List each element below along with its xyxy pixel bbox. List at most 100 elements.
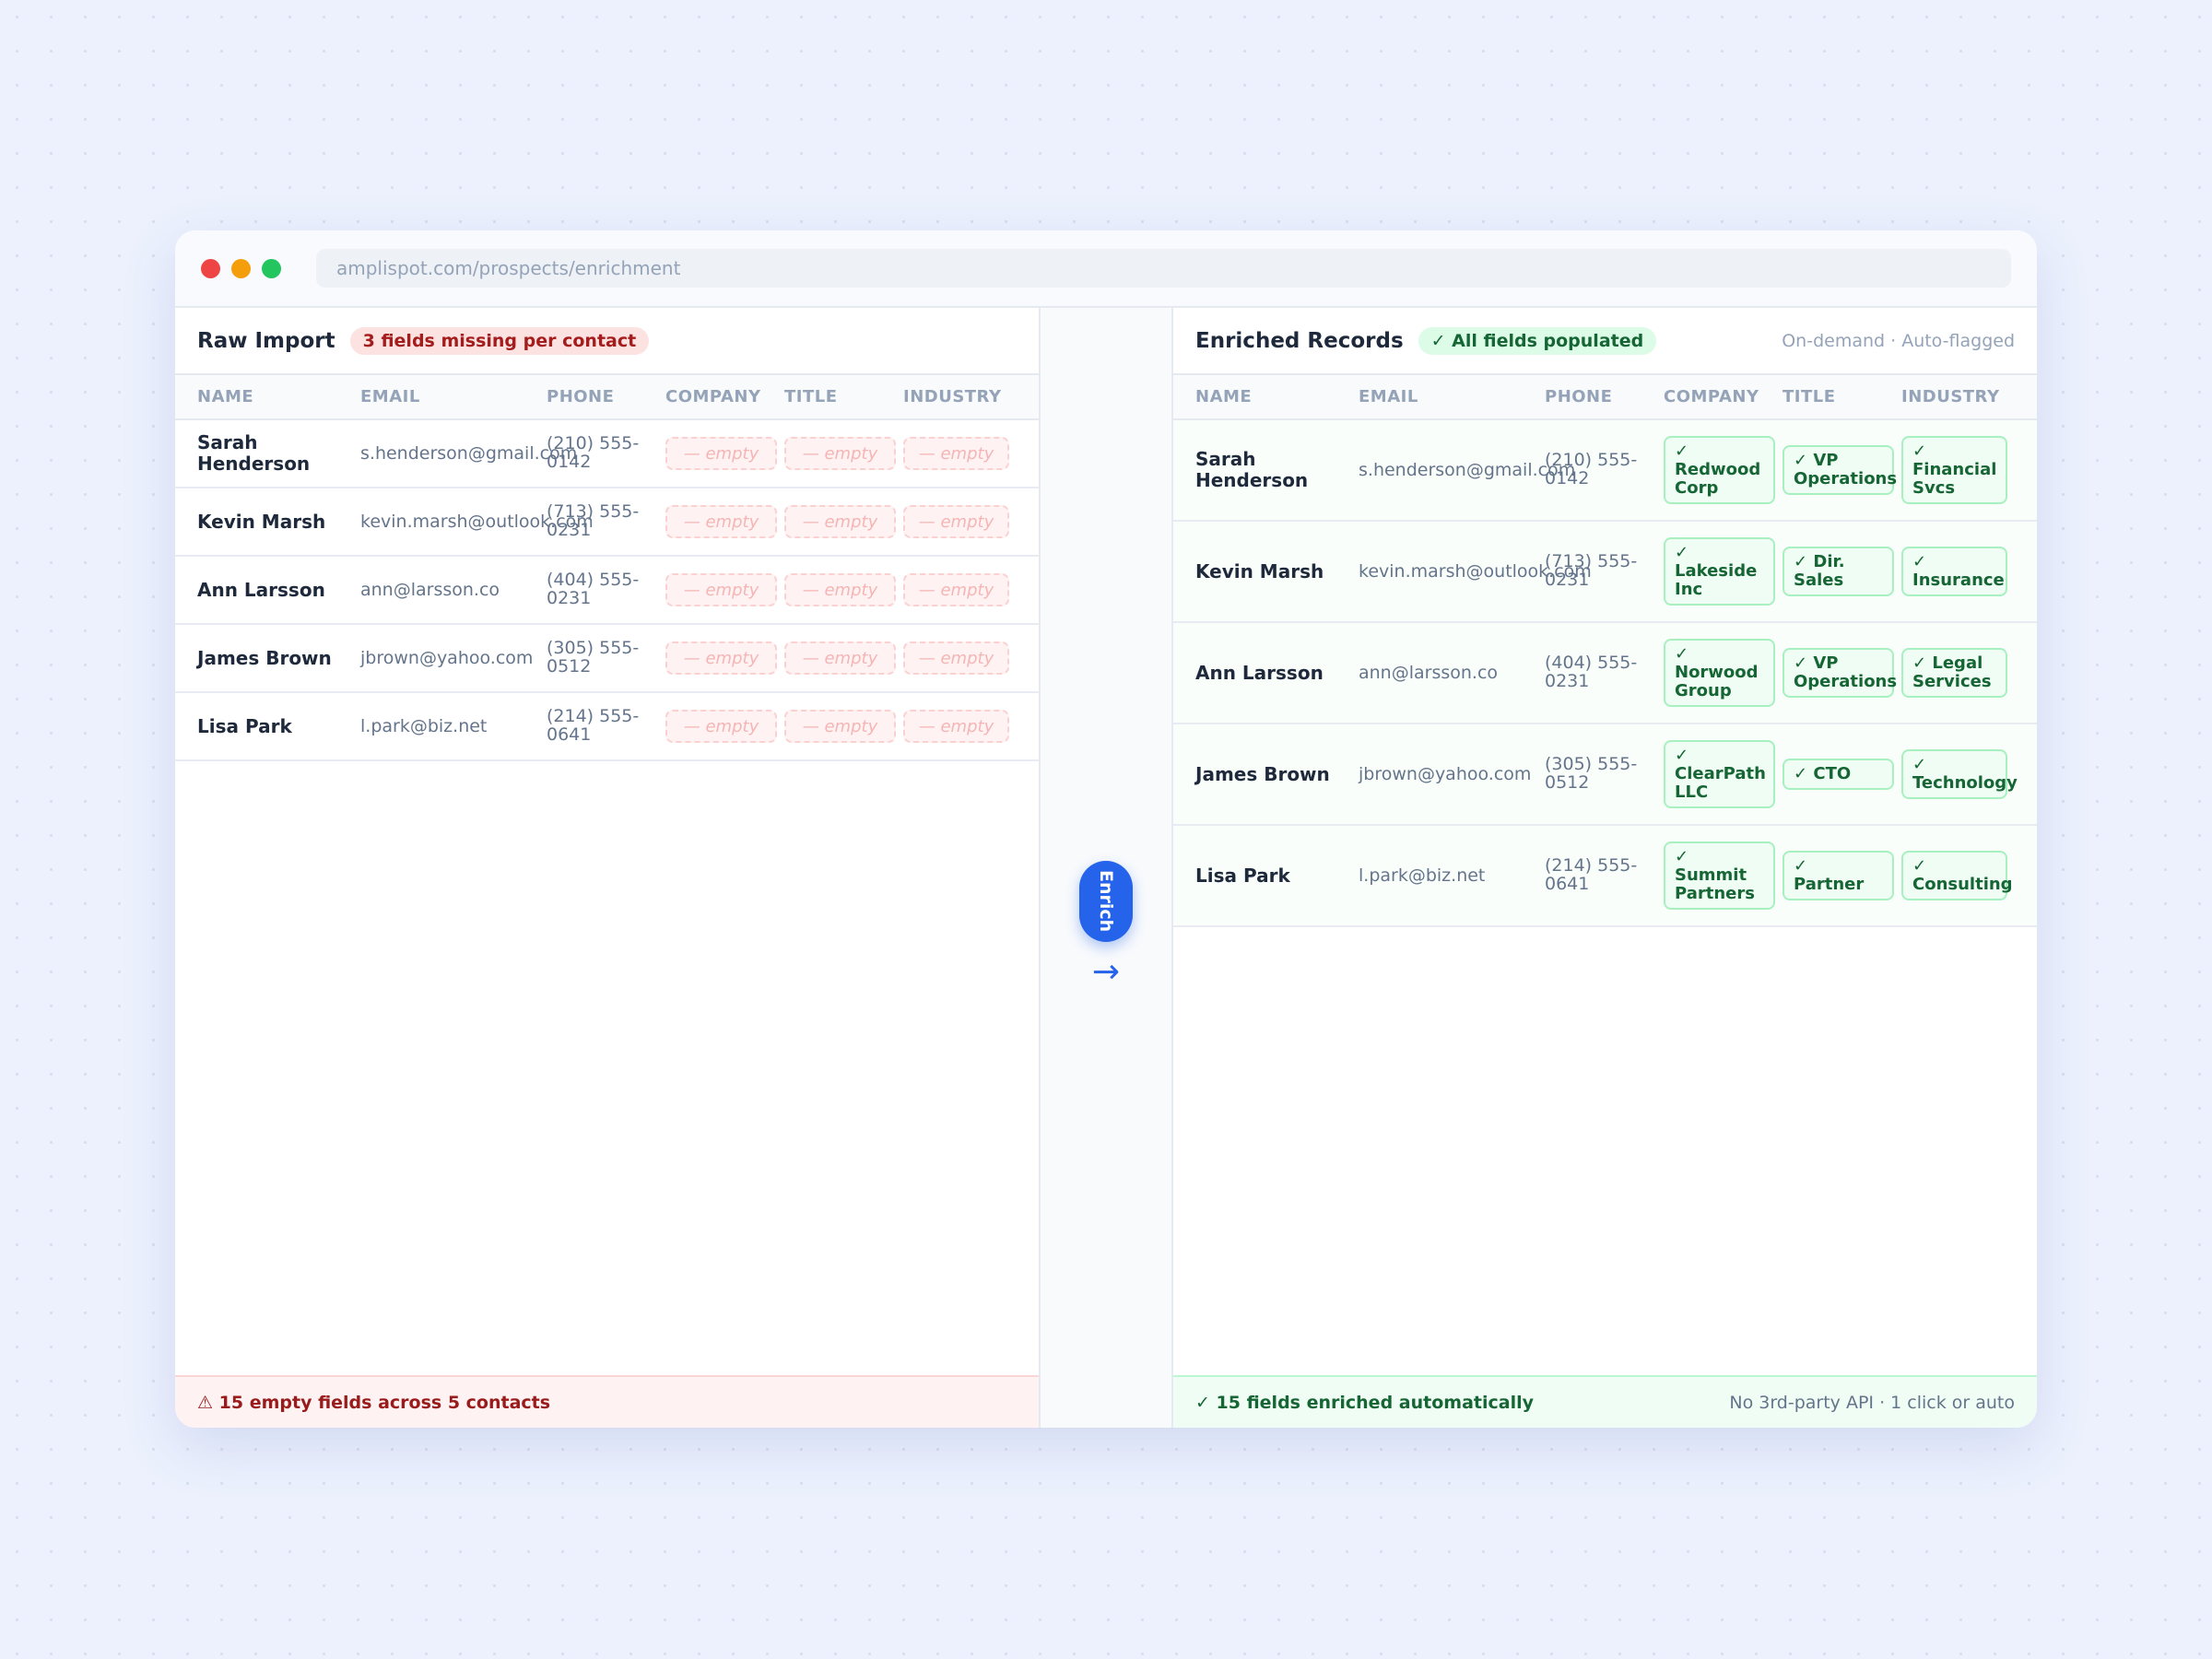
enriched-chip: ✓ Summit Partners bbox=[1664, 841, 1775, 910]
contact-phone: (305) 555-0512 bbox=[547, 638, 640, 677]
chip-value: Financial Svcs bbox=[1912, 460, 1997, 498]
enriched-chip: ✓ CTO bbox=[1783, 759, 1894, 790]
contact-email: l.park@biz.net bbox=[1359, 865, 1486, 886]
title-bar: amplispot.com/prospects/enrichment bbox=[175, 230, 2037, 308]
footer-text: ✓ 15 fields enriched automatically bbox=[1195, 1392, 1534, 1413]
empty-field: — empty bbox=[903, 437, 1009, 470]
empty-field: — empty bbox=[665, 710, 777, 743]
panel-header: Raw Import 3 fields missing per contact bbox=[175, 308, 1039, 375]
contact-name: Lisa Park bbox=[197, 714, 292, 737]
action-column: Enrich → bbox=[1039, 308, 1173, 1428]
empty-field: — empty bbox=[665, 437, 777, 470]
chip-value: ClearPath LLC bbox=[1675, 764, 1766, 802]
panel-header: Enriched Records ✓ All fields populated … bbox=[1173, 308, 2037, 375]
check-mark: ✓ bbox=[1675, 847, 1689, 867]
empty-field: — empty bbox=[665, 505, 777, 538]
check-mark: ✓ bbox=[1912, 552, 1927, 572]
panel-title: Enriched Records bbox=[1195, 328, 1404, 353]
arrow: → bbox=[1091, 953, 1121, 991]
contact-email: s.henderson@gmail.com bbox=[360, 443, 578, 464]
check-mark: ✓ bbox=[1794, 653, 1808, 674]
enriched-rows: Sarah Henderson s.henderson@gmail.com (210… bbox=[1173, 420, 2037, 927]
empty-field: — empty bbox=[784, 505, 896, 538]
contact-row: Lisa Park l.park@biz.net (214) 555-0641 — e… bbox=[175, 693, 1039, 761]
enriched-chip: ✓ Legal Services bbox=[1901, 648, 2007, 698]
empty-field: — empty bbox=[784, 573, 896, 606]
column-label: COMPANY bbox=[1664, 387, 1759, 406]
check-mark: ✓ bbox=[1912, 856, 1927, 877]
contact-phone: (713) 555-0231 bbox=[1545, 551, 1638, 590]
enriched-chip: ✓ Norwood Group bbox=[1664, 639, 1775, 707]
empty-field: — empty bbox=[784, 710, 896, 743]
missing-badge: 3 fields missing per contact bbox=[349, 326, 650, 355]
contact-name: James Brown bbox=[1195, 762, 1330, 785]
content: Raw Import 3 fields missing per contact … bbox=[175, 308, 2037, 1428]
contact-name: James Brown bbox=[197, 646, 332, 669]
panel-meta: On-demand · Auto-flagged bbox=[1782, 330, 2015, 351]
check-mark: ✓ bbox=[1675, 543, 1689, 563]
enriched-chip: ✓ Technology bbox=[1901, 749, 2018, 799]
contact-email: jbrown@yahoo.com bbox=[360, 648, 534, 668]
column-label: EMAIL bbox=[360, 387, 420, 406]
raw-panel: Raw Import 3 fields missing per contact … bbox=[175, 308, 1039, 1428]
enriched-chip: ✓ VP Operations bbox=[1783, 445, 1898, 495]
contact-row: Kevin Marsh kevin.marsh@outlook.com (713) … bbox=[1173, 522, 2037, 623]
contact-phone: (214) 555-0641 bbox=[547, 706, 640, 745]
chip-value: Dir. Sales bbox=[1794, 552, 1845, 590]
close-dot[interactable] bbox=[201, 258, 220, 278]
enriched-chip: ✓ Dir. Sales bbox=[1783, 547, 1894, 596]
empty-field: — empty bbox=[665, 641, 777, 675]
enriched-chip: ✓ ClearPath LLC bbox=[1664, 740, 1775, 808]
enriched-chip: ✓ Redwood Corp bbox=[1664, 436, 1775, 504]
chip-value: VP Operations bbox=[1794, 653, 1898, 691]
chip-value: Consulting bbox=[1912, 875, 2013, 894]
contact-email: l.park@biz.net bbox=[360, 716, 488, 736]
contact-name: Sarah Henderson bbox=[1195, 448, 1309, 491]
check-mark: ✓ bbox=[1912, 653, 1927, 674]
raw-rows: Sarah Henderson s.henderson@gmail.com (210… bbox=[175, 420, 1039, 761]
contact-name: Kevin Marsh bbox=[1195, 559, 1324, 582]
chip-value: Norwood Group bbox=[1675, 663, 1759, 700]
maximize-dot[interactable] bbox=[262, 258, 281, 278]
empty-field: — empty bbox=[784, 437, 896, 470]
enrich-button[interactable]: Enrich bbox=[1079, 861, 1133, 942]
contact-phone: (404) 555-0231 bbox=[1545, 653, 1638, 691]
empty-field: — empty bbox=[903, 505, 1009, 538]
chip-value: Lakeside Inc bbox=[1675, 561, 1758, 599]
contact-phone: (305) 555-0512 bbox=[1545, 754, 1638, 793]
chip-value: VP Operations bbox=[1794, 451, 1898, 488]
check-mark: ✓ bbox=[1675, 644, 1689, 665]
column-label: EMAIL bbox=[1359, 387, 1418, 406]
column-label: NAME bbox=[197, 387, 254, 406]
empty-field: — empty bbox=[903, 710, 1009, 743]
raw-footer: ⚠ 15 empty fields across 5 contacts bbox=[175, 1375, 1039, 1428]
contact-email: ann@larsson.co bbox=[360, 580, 500, 600]
column-header: NAME EMAIL PHONE COMPANY TITLE INDUSTRY bbox=[175, 375, 1039, 420]
contact-phone: (214) 555-0641 bbox=[1545, 855, 1638, 894]
chip-value: Redwood Corp bbox=[1675, 460, 1761, 498]
chip-value: CTO bbox=[1813, 764, 1852, 784]
minimize-dot[interactable] bbox=[231, 258, 251, 278]
contact-phone: (210) 555-0142 bbox=[547, 433, 640, 472]
contact-row: Kevin Marsh kevin.marsh@outlook.com (713) … bbox=[175, 488, 1039, 557]
contact-email: s.henderson@gmail.com bbox=[1359, 460, 1576, 480]
chip-value: Partner bbox=[1794, 875, 1865, 894]
contact-row: Sarah Henderson s.henderson@gmail.com (210… bbox=[175, 420, 1039, 488]
column-label: PHONE bbox=[1545, 387, 1613, 406]
column-label: INDUSTRY bbox=[1901, 387, 2000, 406]
column-label: INDUSTRY bbox=[903, 387, 1002, 406]
empty-field: — empty bbox=[903, 573, 1009, 606]
footer-note: No 3rd-party API · 1 click or auto bbox=[1729, 1392, 2015, 1413]
populated-badge: ✓ All fields populated bbox=[1418, 326, 1657, 355]
contact-phone: (404) 555-0231 bbox=[547, 570, 640, 608]
contact-name: Lisa Park bbox=[1195, 864, 1290, 887]
url-bar[interactable]: amplispot.com/prospects/enrichment bbox=[316, 249, 2011, 288]
chip-value: Legal Services bbox=[1912, 653, 1992, 691]
column-header: NAME EMAIL PHONE COMPANY TITLE INDUSTRY bbox=[1173, 375, 2037, 420]
chip-value: Summit Partners bbox=[1675, 865, 1755, 903]
chip-value: Technology bbox=[1912, 773, 2018, 793]
column-label: COMPANY bbox=[665, 387, 761, 406]
contact-row: James Brown jbrown@yahoo.com (305) 555-051… bbox=[175, 625, 1039, 693]
chip-value: Insurance bbox=[1912, 571, 2005, 590]
